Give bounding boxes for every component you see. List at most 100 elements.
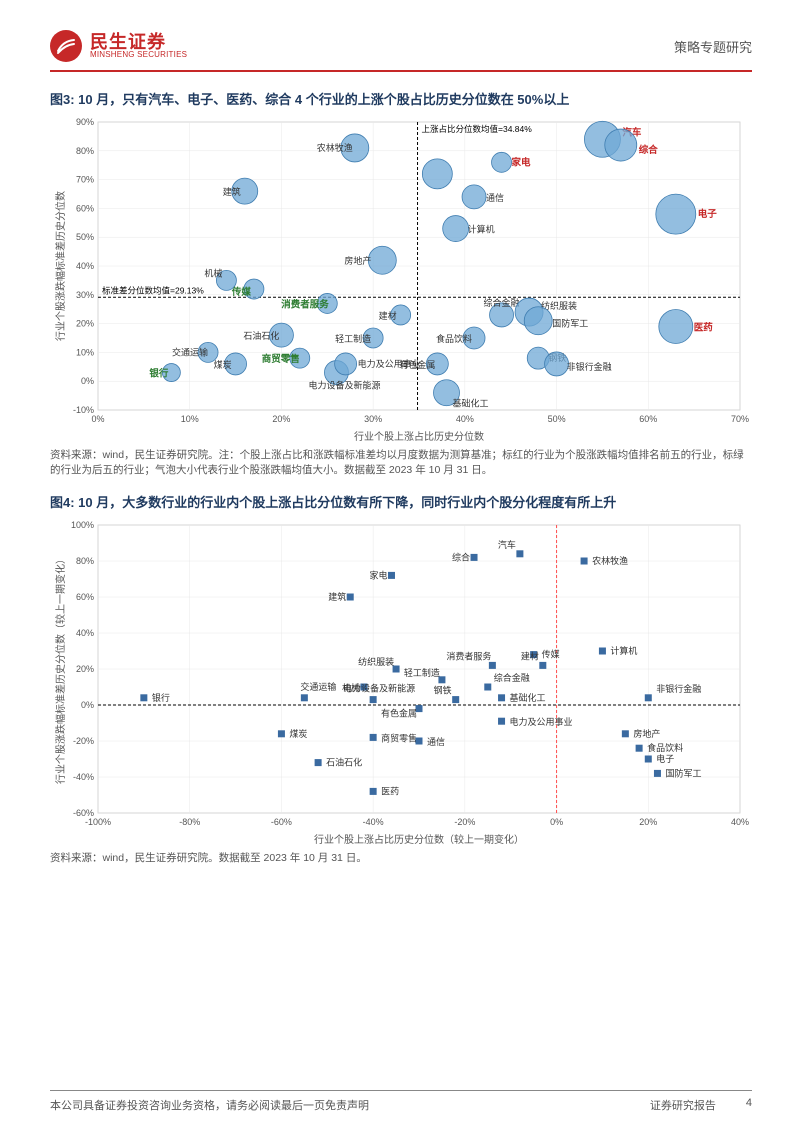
svg-text:50%: 50% xyxy=(548,414,566,424)
svg-text:轻工制造: 轻工制造 xyxy=(335,333,371,344)
svg-text:轻工制造: 轻工制造 xyxy=(404,666,440,677)
svg-text:建材: 建材 xyxy=(379,309,397,320)
svg-text:0%: 0% xyxy=(91,414,104,424)
svg-text:综合金融: 综合金融 xyxy=(494,672,530,683)
svg-text:100%: 100% xyxy=(71,520,94,530)
svg-text:-10%: -10% xyxy=(73,405,94,415)
svg-text:石油石化: 石油石化 xyxy=(326,756,362,767)
svg-text:商贸零售: 商贸零售 xyxy=(262,353,300,365)
svg-text:40%: 40% xyxy=(76,628,94,638)
svg-text:-80%: -80% xyxy=(179,817,200,827)
svg-text:-40%: -40% xyxy=(73,772,94,782)
svg-text:80%: 80% xyxy=(76,145,94,155)
svg-text:计算机: 计算机 xyxy=(610,645,637,656)
page-footer: 本公司具备证券投资咨询业务资格，请务必阅读最后一页免责声明 证券研究报告 4 xyxy=(50,1090,752,1113)
svg-text:30%: 30% xyxy=(364,414,382,424)
svg-text:通信: 通信 xyxy=(427,736,445,747)
svg-text:家电: 家电 xyxy=(512,156,532,168)
footer-page-num: 4 xyxy=(746,1097,752,1113)
svg-text:40%: 40% xyxy=(456,414,474,424)
svg-text:20%: 20% xyxy=(76,318,94,328)
svg-text:-20%: -20% xyxy=(73,736,94,746)
svg-text:行业个股涨跌幅标准差历史分位数: 行业个股涨跌幅标准差历史分位数 xyxy=(54,191,67,341)
svg-text:60%: 60% xyxy=(639,414,657,424)
svg-text:综合: 综合 xyxy=(639,144,659,156)
svg-text:60%: 60% xyxy=(76,203,94,213)
svg-text:农林牧渔: 农林牧渔 xyxy=(592,555,628,566)
svg-text:40%: 40% xyxy=(731,817,749,827)
svg-text:传媒: 传媒 xyxy=(231,286,252,298)
svg-text:电力设备及新能源: 电力设备及新能源 xyxy=(308,379,380,390)
svg-text:综合金融: 综合金融 xyxy=(484,296,520,307)
fig3-source: 资料来源：wind，民生证券研究院。注：个股上涨占比和涨跌幅标准差均以月度数据为… xyxy=(50,448,752,480)
svg-text:交通运输: 交通运输 xyxy=(300,680,336,691)
svg-text:国防军工: 国防军工 xyxy=(665,767,701,778)
brand-logo-block: 民生证券 MINSHENG SECURITIES xyxy=(50,30,187,62)
svg-text:60%: 60% xyxy=(76,592,94,602)
svg-text:70%: 70% xyxy=(731,414,749,424)
footer-report-label: 证券研究报告 xyxy=(650,1097,716,1113)
svg-text:有色金属: 有色金属 xyxy=(381,707,417,718)
brand-en: MINSHENG SECURITIES xyxy=(90,51,187,59)
svg-text:房地产: 房地产 xyxy=(344,255,371,266)
svg-text:消费者服务: 消费者服务 xyxy=(281,298,329,310)
svg-text:0%: 0% xyxy=(550,817,563,827)
svg-text:90%: 90% xyxy=(76,117,94,127)
svg-text:70%: 70% xyxy=(76,174,94,184)
svg-text:-60%: -60% xyxy=(73,808,94,818)
svg-text:有色金属: 有色金属 xyxy=(399,358,435,369)
svg-text:标准差分位数均值=29.13%: 标准差分位数均值=29.13% xyxy=(102,285,204,295)
svg-text:电力设备及新能源: 电力设备及新能源 xyxy=(343,682,415,693)
svg-text:计算机: 计算机 xyxy=(468,223,495,234)
svg-text:30%: 30% xyxy=(76,289,94,299)
svg-text:食品饮料: 食品饮料 xyxy=(436,333,472,344)
brand-cn: 民生证券 xyxy=(90,33,187,51)
svg-text:煤炭: 煤炭 xyxy=(214,358,232,369)
fig4-chart: -100%-80%-60%-40%-20%0%20%40%-60%-40%-20… xyxy=(50,517,752,847)
svg-text:40%: 40% xyxy=(76,261,94,271)
doc-type: 策略专题研究 xyxy=(674,37,752,56)
svg-text:10%: 10% xyxy=(76,347,94,357)
svg-text:纺织服装: 纺织服装 xyxy=(358,656,394,667)
fig3-title: 图3: 10 月，只有汽车、电子、医药、综合 4 个行业的上涨个股占比历史分位数… xyxy=(50,90,752,110)
svg-text:-20%: -20% xyxy=(454,817,475,827)
svg-text:行业个股上涨占比历史分位数: 行业个股上涨占比历史分位数 xyxy=(354,430,484,443)
svg-text:-100%: -100% xyxy=(85,817,111,827)
svg-text:0%: 0% xyxy=(81,700,94,710)
svg-text:交通运输: 交通运输 xyxy=(172,346,208,357)
svg-text:综合: 综合 xyxy=(452,551,470,562)
svg-text:家电: 家电 xyxy=(369,569,387,580)
svg-text:建材: 建材 xyxy=(521,650,539,661)
fig4-source: 资料来源：wind，民生证券研究院。数据截至 2023 年 10 月 31 日。 xyxy=(50,851,752,867)
svg-text:机械: 机械 xyxy=(204,267,222,278)
svg-text:建筑: 建筑 xyxy=(223,186,241,197)
svg-text:10%: 10% xyxy=(181,414,199,424)
svg-text:非银行金融: 非银行金融 xyxy=(656,682,701,693)
svg-text:银行: 银行 xyxy=(152,691,170,702)
svg-text:-40%: -40% xyxy=(363,817,384,827)
svg-text:基础化工: 基础化工 xyxy=(510,691,546,702)
svg-text:房地产: 房地产 xyxy=(633,727,660,738)
svg-text:非银行金融: 非银行金融 xyxy=(567,360,612,371)
svg-text:煤炭: 煤炭 xyxy=(289,727,307,738)
svg-text:国防军工: 国防军工 xyxy=(552,317,588,328)
svg-text:钢铁: 钢铁 xyxy=(434,684,452,695)
svg-text:电子: 电子 xyxy=(656,753,674,764)
svg-text:建筑: 建筑 xyxy=(328,591,346,602)
svg-text:上涨占比分位数均值=34.84%: 上涨占比分位数均值=34.84% xyxy=(422,124,533,134)
svg-text:商贸零售: 商贸零售 xyxy=(381,732,417,743)
svg-text:传媒: 传媒 xyxy=(542,648,560,659)
svg-text:0%: 0% xyxy=(81,376,94,386)
svg-text:20%: 20% xyxy=(272,414,290,424)
svg-text:医药: 医药 xyxy=(381,786,399,796)
svg-text:80%: 80% xyxy=(76,556,94,566)
svg-text:20%: 20% xyxy=(76,664,94,674)
svg-text:电子: 电子 xyxy=(698,208,718,220)
fig3-chart: 0%10%20%30%40%50%60%70%-10%0%10%20%30%40… xyxy=(50,114,752,444)
svg-text:汽车: 汽车 xyxy=(498,538,516,549)
footer-disclaimer: 本公司具备证券投资咨询业务资格，请务必阅读最后一页免责声明 xyxy=(50,1097,369,1113)
svg-text:行业个股涨跌幅标准差历史分位数（较上一期变化）: 行业个股涨跌幅标准差历史分位数（较上一期变化） xyxy=(54,554,67,784)
svg-text:20%: 20% xyxy=(639,817,657,827)
fig4-title: 图4: 10 月，大多数行业的行业内个股上涨占比分位数有所下降，同时行业内个股分… xyxy=(50,493,752,513)
svg-text:基础化工: 基础化工 xyxy=(453,397,489,408)
